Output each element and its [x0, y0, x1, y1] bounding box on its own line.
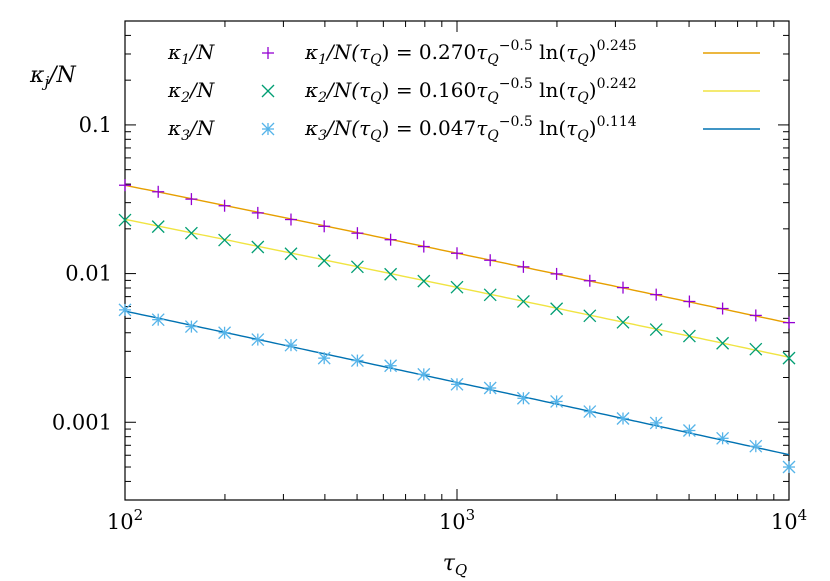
data-point-series-3 — [483, 381, 497, 395]
legend-series-label: κ1/N — [167, 40, 216, 68]
x-tick-label: 103 — [439, 506, 475, 534]
legend-marker — [261, 84, 275, 98]
data-point-series-2 — [583, 309, 597, 323]
legend-marker — [261, 122, 275, 136]
data-point-series-2 — [516, 294, 530, 308]
data-point-series-2 — [682, 329, 696, 343]
data-point-series-3 — [649, 416, 663, 430]
data-point-series-2 — [118, 213, 132, 227]
data-points — [118, 179, 796, 474]
data-point-series-3 — [151, 313, 165, 327]
data-point-series-3 — [350, 354, 364, 368]
data-point-series-3 — [317, 351, 331, 365]
legend-marker — [262, 47, 274, 59]
data-point-series-1 — [251, 206, 264, 219]
data-point-series-3 — [682, 424, 696, 437]
y-tick-label: 0.1 — [79, 113, 112, 137]
legend: κ1/N κ1/N(τQ) = 0.270τQ−0.5 ln(τQ)0.245 κ2… — [167, 38, 760, 144]
data-point-series-2 — [251, 240, 265, 254]
legend-fit-label: κ2/N(τQ) = 0.160τQ−0.5 ln(τQ)0.242 — [304, 76, 637, 106]
data-point-series-3 — [450, 377, 464, 391]
data-point-series-3 — [583, 405, 597, 419]
data-point-series-2 — [384, 267, 398, 281]
data-point-series-3 — [516, 391, 530, 405]
data-point-series-2 — [483, 288, 497, 302]
axis-labels: κj/N τQ — [29, 63, 467, 579]
data-point-series-3 — [716, 431, 730, 445]
legend-fit-label: κ3/N(τQ) = 0.047τQ−0.5 ln(τQ)0.114 — [304, 114, 637, 144]
data-point-series-1 — [617, 281, 630, 294]
data-point-series-2 — [749, 342, 763, 356]
data-point-series-1 — [417, 240, 430, 253]
x-axis-label: τQ — [443, 551, 467, 579]
data-point-series-2 — [218, 233, 232, 247]
data-point-series-1 — [583, 274, 596, 287]
data-point-series-3 — [251, 333, 265, 347]
data-point-series-1 — [749, 309, 762, 322]
data-point-series-2 — [350, 260, 364, 274]
data-point-series-1 — [185, 193, 198, 206]
data-point-series-1 — [284, 213, 297, 226]
data-point-series-3 — [749, 439, 763, 453]
fit-lines — [124, 184, 790, 456]
data-point-series-3 — [417, 367, 431, 381]
y-tick-label: 0.001 — [52, 410, 112, 434]
data-point-series-3 — [782, 460, 796, 474]
data-point-series-1 — [384, 233, 397, 246]
x-tick-label: 104 — [771, 506, 807, 534]
data-point-series-2 — [284, 247, 298, 261]
legend-series-label: κ2/N — [167, 78, 216, 106]
data-point-series-3 — [184, 320, 198, 334]
data-point-series-2 — [649, 323, 663, 337]
data-point-series-1 — [550, 267, 563, 280]
data-point-series-1 — [152, 185, 165, 198]
data-point-series-1 — [351, 227, 364, 240]
data-point-series-1 — [451, 247, 463, 260]
data-point-series-3 — [616, 412, 630, 425]
x-tick-label: 102 — [107, 506, 143, 534]
data-point-series-2 — [616, 315, 630, 329]
y-tick-label: 0.01 — [65, 262, 112, 286]
data-point-series-1 — [484, 254, 497, 267]
data-point-series-2 — [317, 254, 331, 268]
data-point-series-1 — [783, 316, 795, 329]
data-point-series-2 — [417, 274, 431, 288]
legend-series-label: κ3/N — [167, 116, 216, 144]
data-point-series-2 — [550, 302, 564, 316]
data-point-series-2 — [782, 351, 796, 365]
data-point-series-3 — [384, 359, 398, 373]
data-point-series-1 — [318, 220, 331, 233]
data-point-series-3 — [218, 326, 232, 340]
data-point-series-1 — [218, 199, 231, 212]
data-point-series-2 — [184, 226, 198, 240]
data-point-series-2 — [450, 280, 464, 294]
y-axis-label: κj/N — [29, 63, 77, 91]
data-point-series-1 — [119, 179, 131, 192]
data-point-series-3 — [118, 303, 132, 317]
legend-fit-label: κ1/N(τQ) = 0.270τQ−0.5 ln(τQ)0.245 — [304, 38, 637, 68]
data-point-series-1 — [716, 302, 729, 315]
data-point-series-1 — [650, 288, 663, 301]
data-point-series-1 — [517, 260, 530, 273]
data-point-series-3 — [550, 395, 564, 408]
data-point-series-1 — [683, 295, 696, 308]
data-point-series-2 — [716, 336, 730, 350]
data-point-series-2 — [151, 220, 165, 234]
axes: 102 103 104 0.1 0.01 0.001 — [52, 20, 807, 534]
data-point-series-3 — [284, 338, 298, 352]
